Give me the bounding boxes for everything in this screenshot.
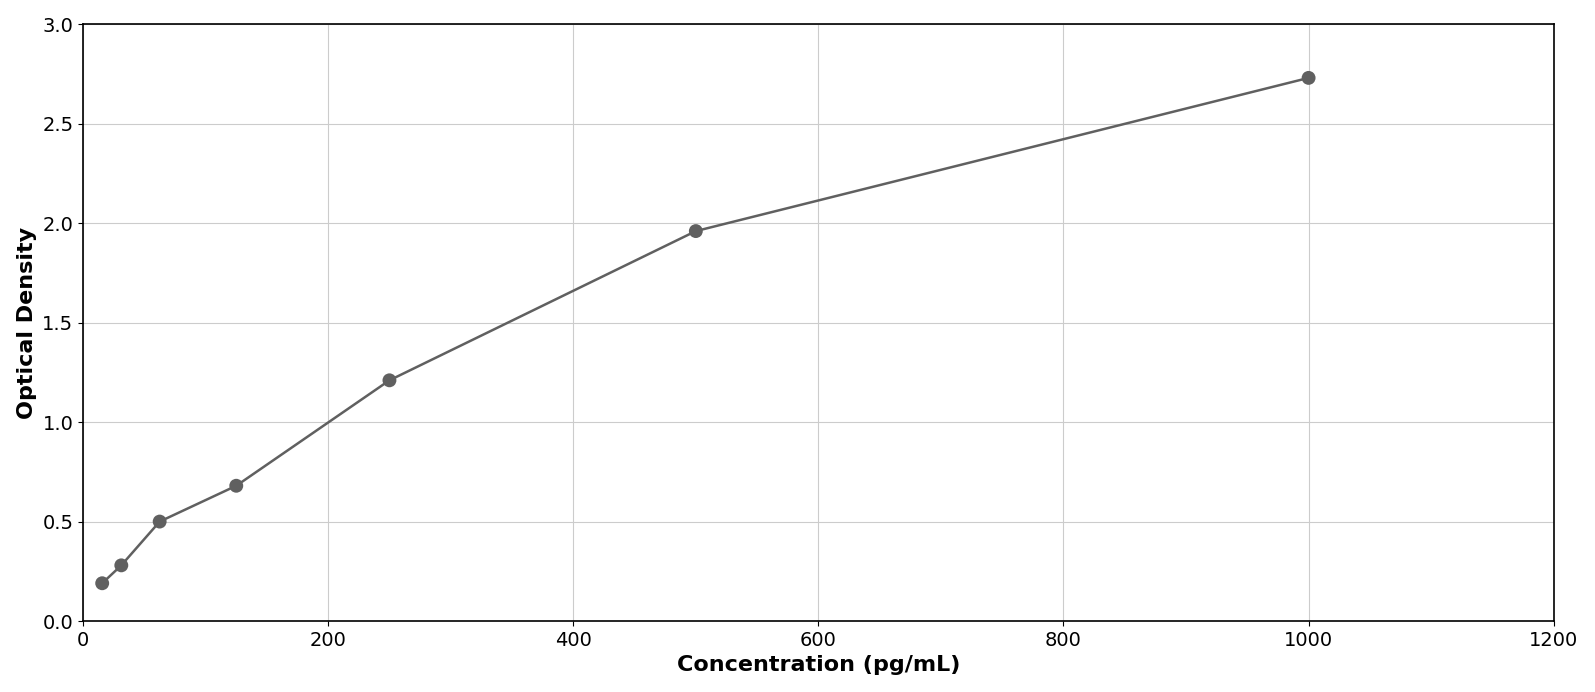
Point	[376, 375, 402, 386]
Point	[89, 578, 115, 589]
Point	[683, 226, 708, 237]
Y-axis label: Optical Density: Optical Density	[16, 226, 37, 419]
Point	[1295, 73, 1321, 84]
Point	[223, 480, 249, 491]
X-axis label: Concentration (pg/mL): Concentration (pg/mL)	[676, 655, 960, 675]
Point	[108, 560, 134, 571]
Point	[147, 516, 172, 527]
